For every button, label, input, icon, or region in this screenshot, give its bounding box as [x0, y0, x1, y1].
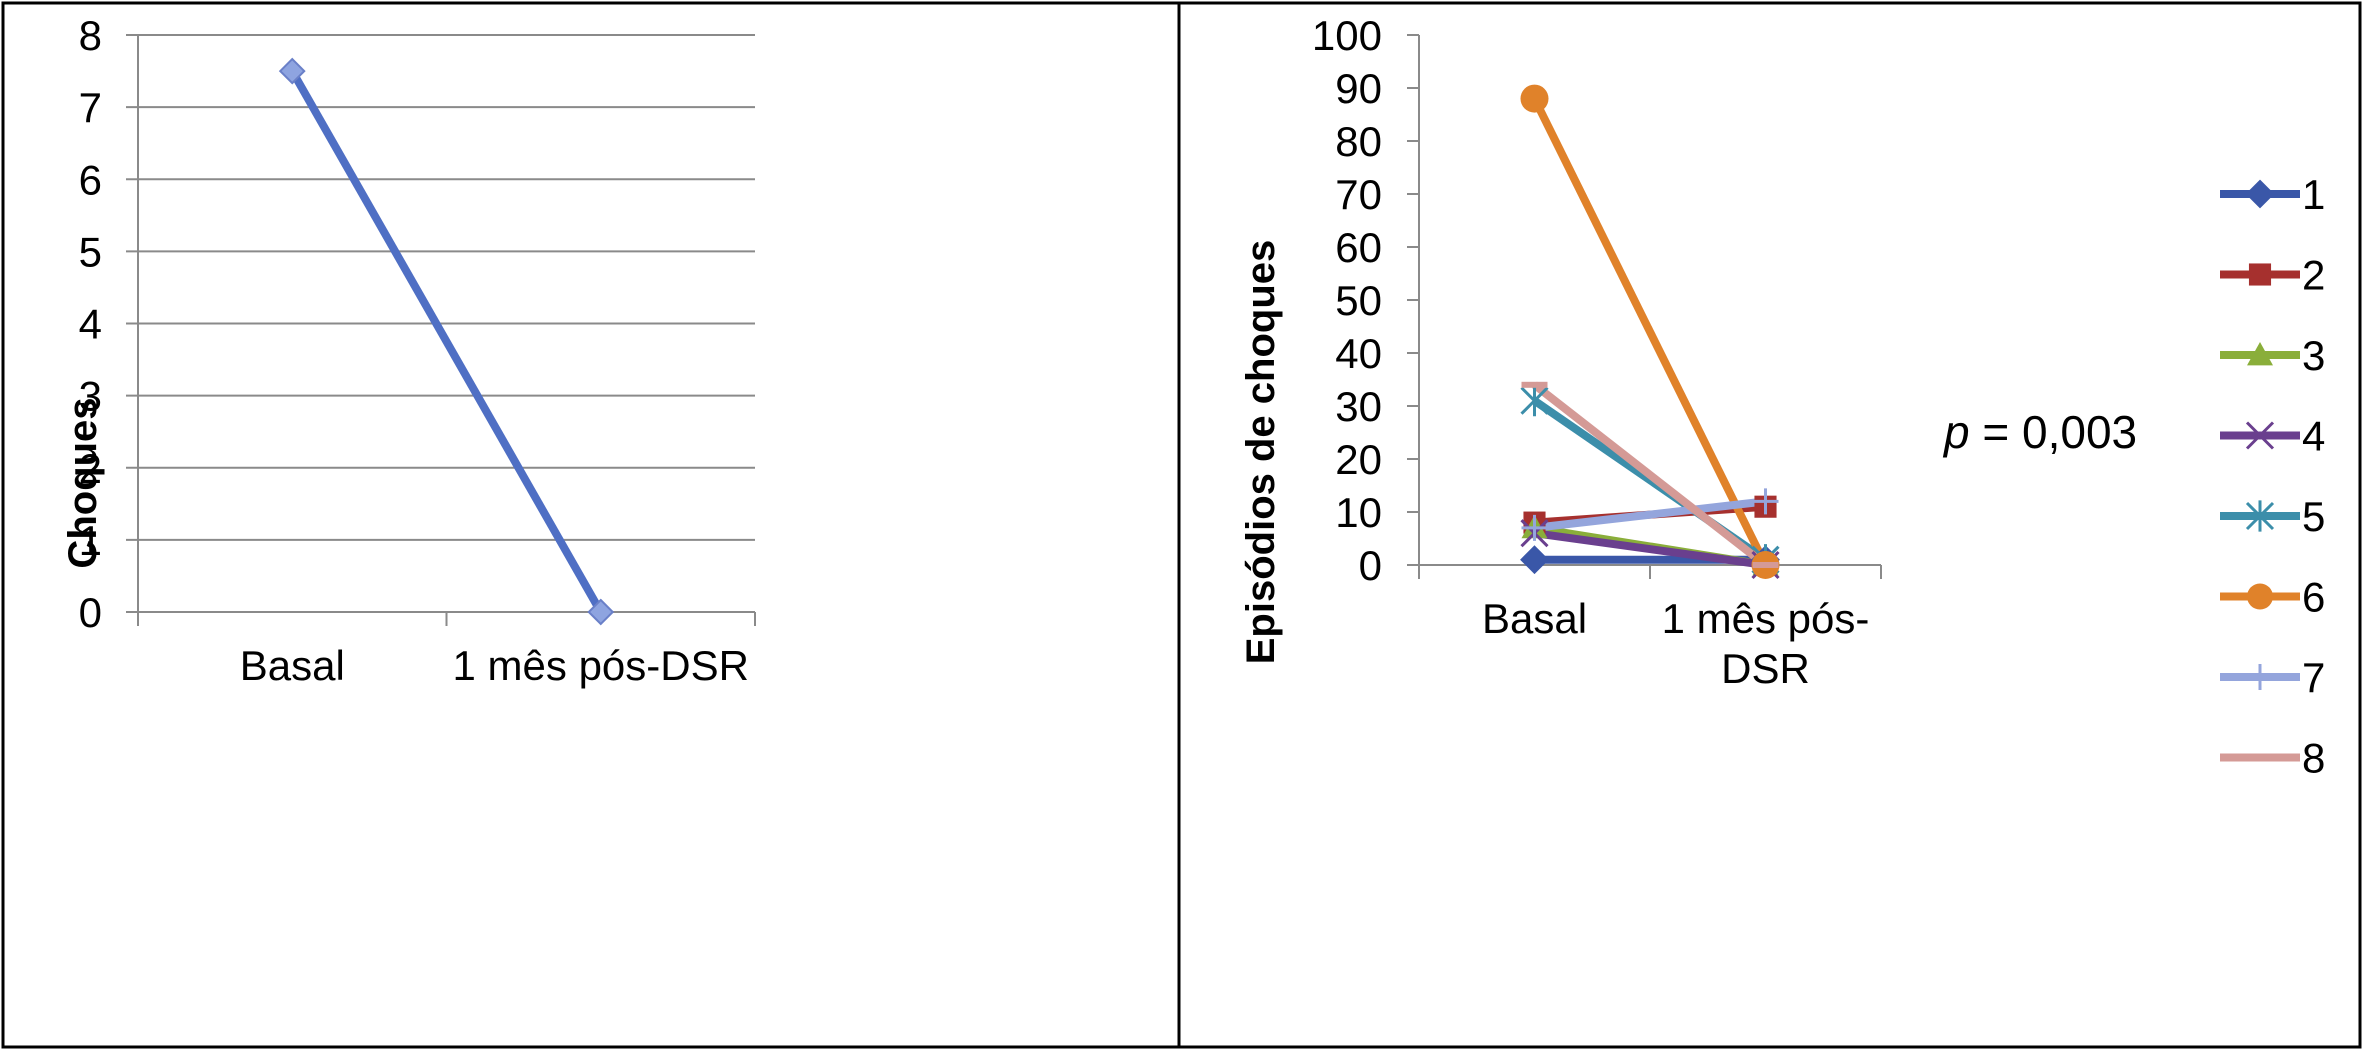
- legend-item: 6: [2220, 574, 2325, 621]
- legend-item: 7: [2220, 654, 2325, 701]
- right-data-point: [1752, 488, 1779, 515]
- left-chart: 0 1 2 3 4 5 6 7 8 Basal 1 mês pós-DSR: [79, 12, 756, 689]
- left-panel-frame: [1, 1, 1181, 1049]
- legend-item: 1: [2220, 171, 2325, 218]
- right-data-point: [1520, 385, 1549, 417]
- right-y-tick-label: 40: [1335, 330, 1382, 377]
- right-y-tick-label: 10: [1335, 489, 1382, 536]
- left-y-tick-label: 6: [79, 156, 102, 203]
- right-data-point: [1520, 84, 1549, 113]
- right-y-axis-label: Episódios de choques: [1239, 240, 1283, 665]
- right-data-point: [1752, 562, 1779, 568]
- right-y-tick-label: 100: [1312, 12, 1382, 59]
- legend-label: 1: [2302, 171, 2325, 218]
- left-x-tick-label: 1 mês pós-DSR: [453, 642, 749, 689]
- left-y-tick-label: 4: [79, 301, 102, 348]
- legend-label: 7: [2302, 654, 2325, 701]
- right-data-point: [1520, 545, 1549, 575]
- legend-item: 4: [2220, 413, 2325, 460]
- right-panel-frame: [1177, 1, 2362, 1049]
- p-value-rest: = 0,003: [1970, 406, 2138, 458]
- left-y-tick-label: 3: [79, 373, 102, 420]
- left-x-tick-label: Basal: [240, 642, 345, 689]
- right-y-tick-label: 60: [1335, 224, 1382, 271]
- left-data-point: [587, 598, 615, 626]
- legend-marker: [2245, 179, 2275, 209]
- legend-marker: [2247, 754, 2273, 761]
- left-y-tick-label: 0: [79, 589, 102, 636]
- legend-marker: [2247, 342, 2273, 366]
- left-y-tick-label: 1: [79, 517, 102, 564]
- left-y-tick-label: 2: [79, 445, 102, 492]
- left-series-line: [288, 69, 605, 614]
- left-y-tick-label: 5: [79, 228, 102, 275]
- right-y-tick-label: 50: [1335, 277, 1382, 324]
- legend-item: 8: [2220, 735, 2325, 782]
- right-series-line: [1530, 96, 1770, 567]
- legend-label: 8: [2302, 735, 2325, 782]
- legend-label: 6: [2302, 574, 2325, 621]
- right-x-tick-label: DSR: [1721, 645, 1810, 692]
- right-y-tick-label: 90: [1335, 65, 1382, 112]
- legend-marker: [2247, 583, 2273, 610]
- right-series-line: [1532, 381, 1768, 569]
- right-data-point: [1521, 381, 1548, 388]
- right-y-tick-label: 20: [1335, 436, 1382, 483]
- right-chart: 0 10 20 30 40 50 60 70 80 90 100 Basal 1 mês pós-DSR…: [1312, 12, 2325, 782]
- left-y-tick-label: 8: [79, 12, 102, 59]
- legend-marker: [2245, 421, 2275, 450]
- legend-marker: [2247, 664, 2273, 690]
- right-data-points: [1520, 84, 1780, 580]
- right-y-tick-label: 70: [1335, 171, 1382, 218]
- legend: 1 2 3 4 5 6 7 8: [2220, 171, 2325, 782]
- right-y-tick-label: 80: [1335, 118, 1382, 165]
- right-series-line: [1534, 497, 1766, 532]
- legend-label: 5: [2302, 493, 2325, 540]
- right-data-point: [1521, 514, 1548, 541]
- legend-label: 4: [2302, 413, 2325, 460]
- right-series-lines: [1530, 96, 1770, 569]
- right-x-tick-label: Basal: [1482, 595, 1587, 642]
- left-y-axis-label: Choques: [61, 397, 105, 568]
- left-data-point: [278, 57, 306, 85]
- legend-label: 2: [2302, 252, 2325, 299]
- p-value-italic: p: [1942, 406, 1970, 458]
- legend-marker: [2245, 500, 2275, 532]
- p-value-annotation: p = 0,003: [1942, 406, 2137, 458]
- legend-item: 3: [2220, 332, 2325, 379]
- left-y-tick-label: 7: [79, 84, 102, 131]
- legend-item: 2: [2220, 252, 2325, 299]
- right-y-tick-label: 30: [1335, 383, 1382, 430]
- legend-label: 3: [2302, 332, 2325, 379]
- legend-item: 5: [2220, 493, 2325, 540]
- right-x-tick-label: 1 mês pós-: [1662, 595, 1870, 642]
- right-series-line: [1533, 529, 1767, 569]
- right-y-tick-label: 0: [1359, 542, 1382, 589]
- legend-marker: [2248, 263, 2272, 286]
